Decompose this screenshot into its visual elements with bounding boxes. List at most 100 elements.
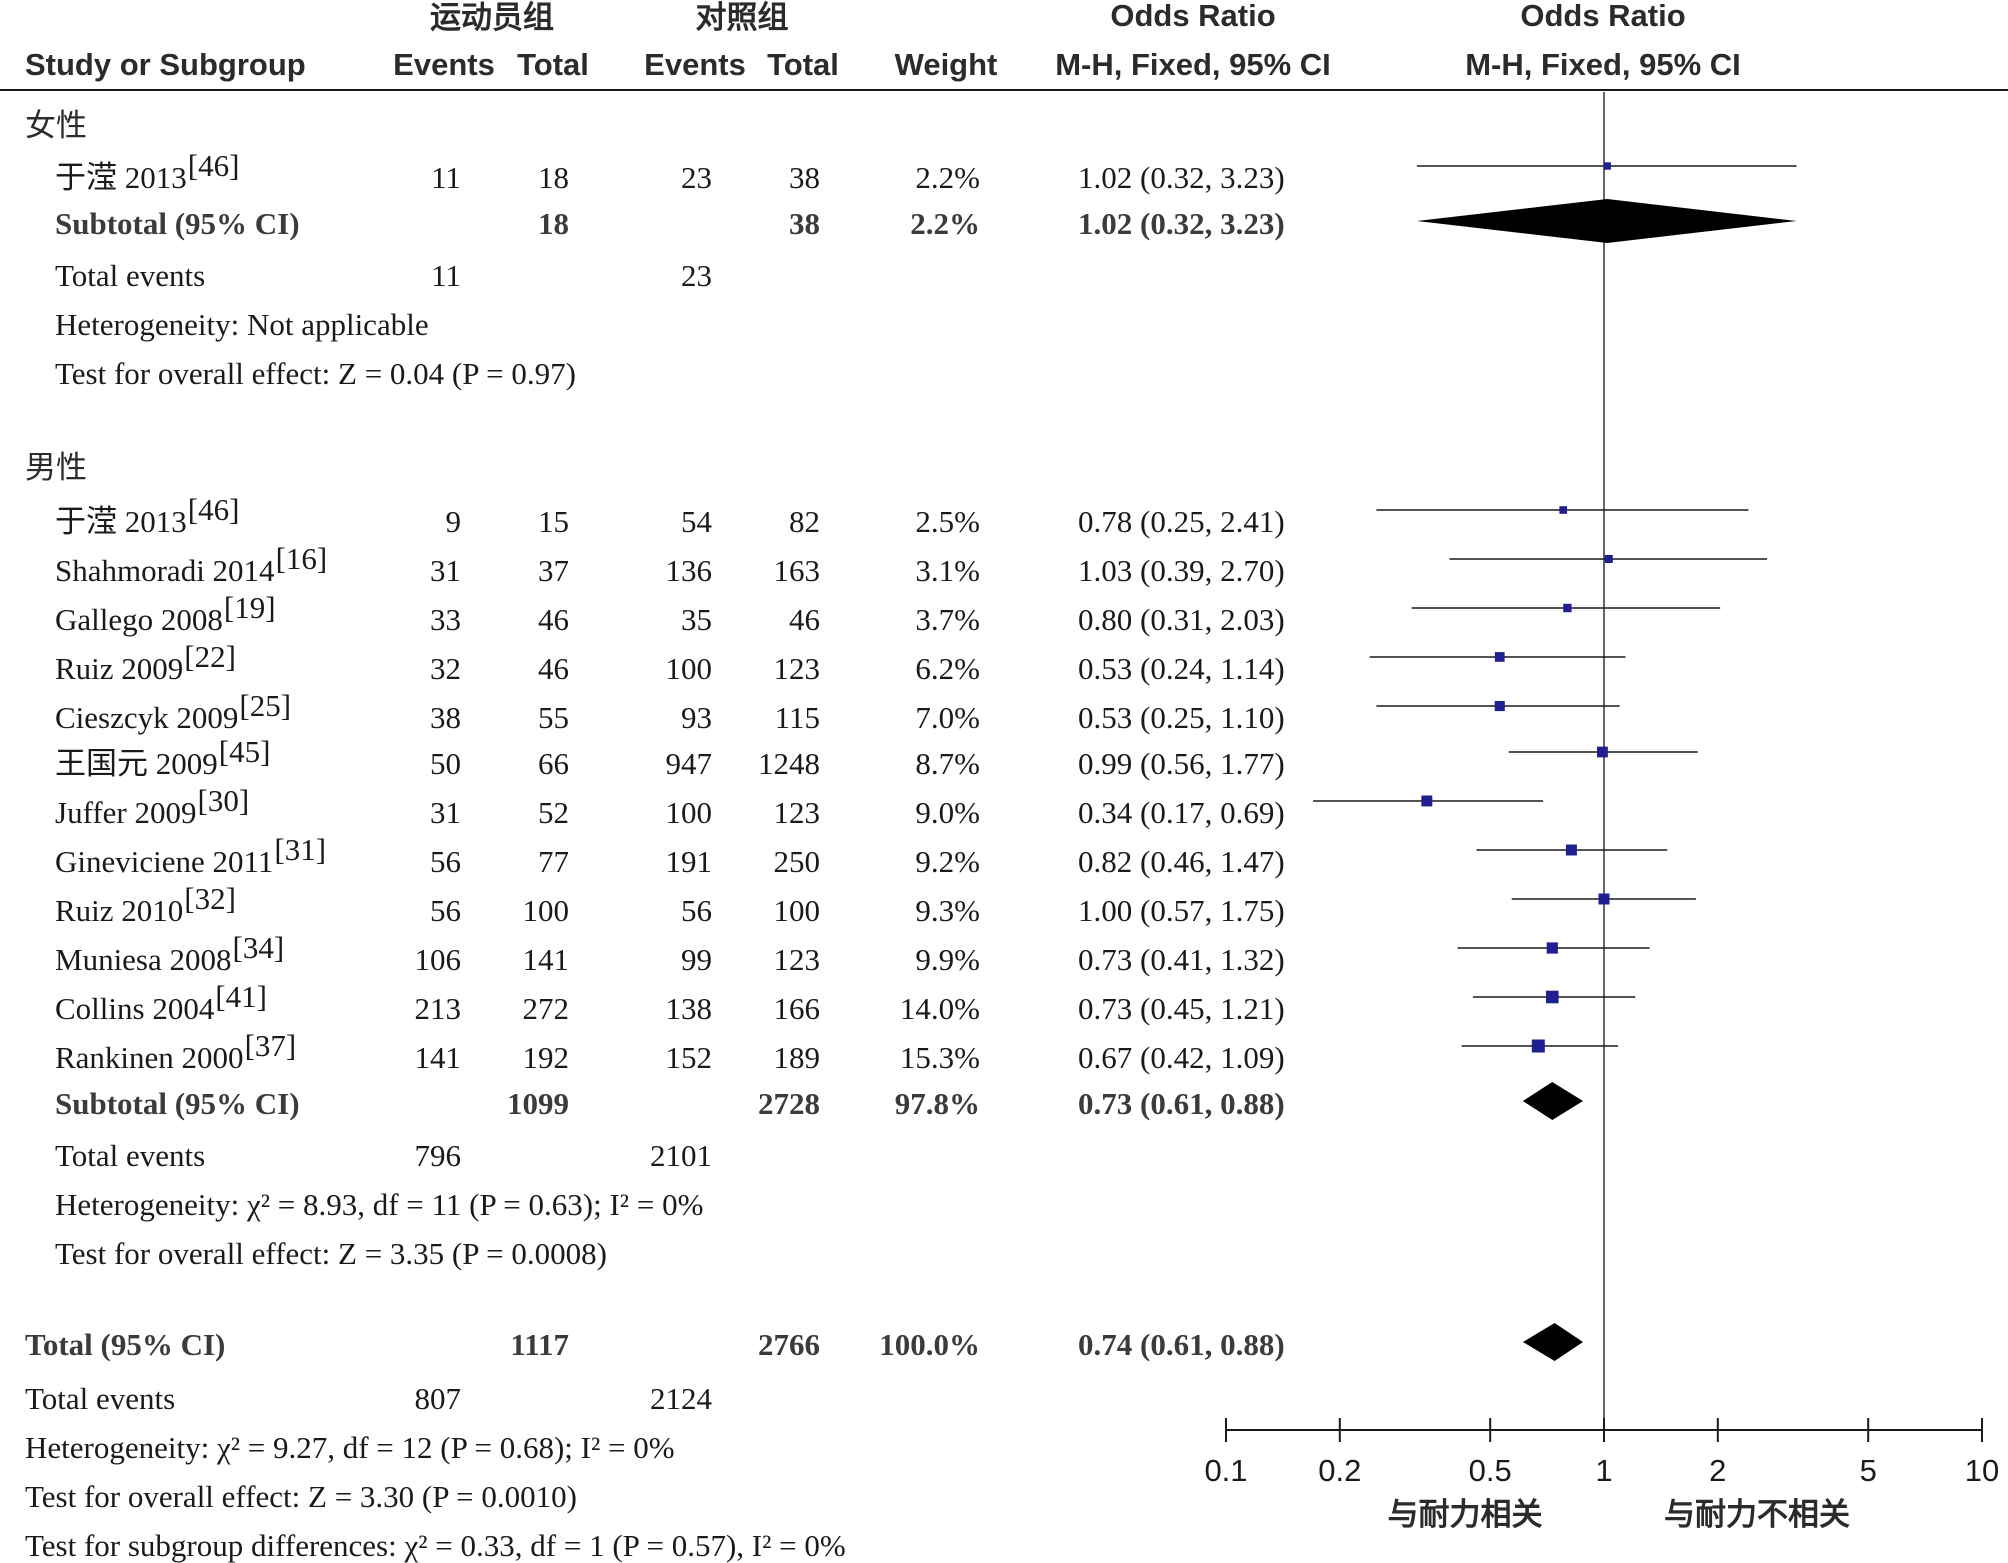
study-reference: [22]: [184, 639, 236, 674]
total-total1: 1117: [510, 1327, 569, 1362]
subtotal-ci: 0.73 (0.61, 0.88): [1078, 1086, 1285, 1121]
odds-ratio-ci: 0.67 (0.42, 1.09): [1078, 1040, 1285, 1075]
heterogeneity-text: Heterogeneity: Not applicable: [55, 307, 429, 342]
study-effect-square: [1597, 746, 1608, 758]
events-group1: 33: [430, 602, 461, 637]
heterogeneity-text: Heterogeneity: χ² = 9.27, df = 12 (P = 0…: [25, 1430, 675, 1465]
study-name: 于滢 2013: [55, 160, 187, 195]
events-group2: 191: [666, 844, 713, 879]
total-group1: 66: [538, 746, 569, 781]
events-group1: 56: [430, 844, 461, 879]
total-group2: 189: [774, 1040, 821, 1075]
x-axis: 0.1 0.2 0.5 1 2 5 10: [1204, 1418, 1999, 1488]
events-group2: 56: [681, 893, 712, 928]
odds-ratio-ci: 0.73 (0.45, 1.21): [1078, 991, 1285, 1026]
study-reference: [19]: [224, 590, 276, 625]
total-group2: 1248: [758, 746, 820, 781]
events-group2: 99: [681, 942, 712, 977]
events-group2: 93: [681, 700, 712, 735]
total-group1: 141: [523, 942, 570, 977]
group1-title: 运动员组: [430, 0, 554, 35]
axis-tick-label: 0.2: [1318, 1453, 1361, 1488]
odds-ratio-ci: 1.03 (0.39, 2.70): [1078, 553, 1285, 588]
study-effect-square: [1546, 990, 1559, 1004]
favours-right-label: 与耐力不相关: [1664, 1497, 1850, 1533]
weight-value: 9.0%: [915, 795, 980, 830]
total-events-group1: 11: [431, 258, 461, 293]
total-events-group1: 796: [415, 1138, 462, 1173]
total-group1: 46: [538, 602, 569, 637]
total-events-group1: 807: [415, 1381, 462, 1416]
weight-value: 15.3%: [900, 1040, 980, 1075]
total-events-group2: 23: [681, 258, 712, 293]
events-group2: 947: [666, 746, 713, 781]
study-effect-square: [1421, 795, 1433, 807]
axis-tick-label: 0.1: [1204, 1453, 1247, 1488]
weight-value: 9.2%: [915, 844, 980, 879]
weight-value: 9.9%: [915, 942, 980, 977]
study-name: Muniesa 2008: [55, 942, 232, 977]
study-reference: [32]: [184, 881, 236, 916]
total-events-label: Total events: [25, 1381, 175, 1416]
total-group1: 100: [523, 893, 570, 928]
subtotal-weight: 2.2%: [910, 206, 980, 241]
study-name: Rankinen 2000: [55, 1040, 244, 1075]
events-group1: 32: [430, 651, 461, 686]
or-text-header-1: Odds Ratio: [1110, 0, 1275, 33]
study-effect-square: [1604, 555, 1613, 563]
overall-effect-text: Test for overall effect: Z = 3.30 (P = 0…: [25, 1479, 577, 1514]
events-group2: 100: [666, 795, 713, 830]
study-reference: [34]: [233, 930, 285, 965]
study-reference: [45]: [219, 734, 271, 769]
pooled-diamond: [1522, 1082, 1583, 1120]
odds-ratio-ci: 0.34 (0.17, 0.69): [1078, 795, 1285, 830]
study-effect-square: [1565, 844, 1577, 856]
study-name: Gineviciene 2011: [55, 844, 273, 879]
overall-effect-text: Test for overall effect: Z = 3.35 (P = 0…: [55, 1236, 607, 1271]
events-group1: 31: [430, 553, 461, 588]
subgroup-title: 男性: [25, 450, 87, 486]
total-events-group2: 2101: [650, 1138, 712, 1173]
weight-value: 6.2%: [915, 651, 980, 686]
total-total2: 2766: [758, 1327, 820, 1362]
total-group2: 123: [774, 651, 821, 686]
axis-tick-label: 10: [1965, 1453, 1999, 1488]
total-ci: 0.74 (0.61, 0.88): [1078, 1327, 1285, 1362]
events-group2: 152: [666, 1040, 713, 1075]
total-group1: 15: [538, 504, 569, 539]
events-group2: 54: [681, 504, 713, 539]
group2-title: 对照组: [696, 0, 789, 35]
events-group1: 106: [415, 942, 462, 977]
weight-value: 2.2%: [915, 160, 980, 195]
events-group2: 136: [666, 553, 713, 588]
subtotal-total2: 2728: [758, 1086, 820, 1121]
total-group2: 46: [789, 602, 820, 637]
study-effect-square: [1603, 162, 1611, 170]
total-group1: 55: [538, 700, 569, 735]
odds-ratio-ci: 0.99 (0.56, 1.77): [1078, 746, 1285, 781]
total-group2: 123: [774, 942, 821, 977]
total-group2: 123: [774, 795, 821, 830]
study-name: 王国元 2009: [55, 746, 218, 781]
subtotal-total1: 18: [538, 206, 569, 241]
study-effect-square: [1598, 893, 1610, 905]
odds-ratio-ci: 1.02 (0.32, 3.23): [1078, 160, 1285, 195]
subtotal-label: Subtotal (95% CI): [55, 206, 300, 241]
pooled-diamond: [1416, 199, 1797, 243]
subgroup-differences-text: Test for subgroup differences: χ² = 0.33…: [25, 1528, 846, 1563]
study-name: Juffer 2009: [55, 795, 196, 830]
events-group1: 50: [430, 746, 461, 781]
study-reference: [46]: [188, 148, 240, 183]
total-group2: 38: [789, 160, 820, 195]
study-reference: [31]: [274, 832, 326, 867]
col-events2-header: Events: [644, 47, 746, 82]
or-plot-header-2: M-H, Fixed, 95% CI: [1465, 47, 1741, 82]
total-label: Total (95% CI): [25, 1327, 225, 1362]
study-reference: [16]: [276, 541, 328, 576]
study-name: Ruiz 2009: [55, 651, 183, 686]
total-group2: 100: [774, 893, 821, 928]
odds-ratio-ci: 0.80 (0.31, 2.03): [1078, 602, 1285, 637]
col-events1-header: Events: [393, 47, 495, 82]
study-effect-square: [1494, 701, 1505, 712]
study-name: Gallego 2008: [55, 602, 223, 637]
